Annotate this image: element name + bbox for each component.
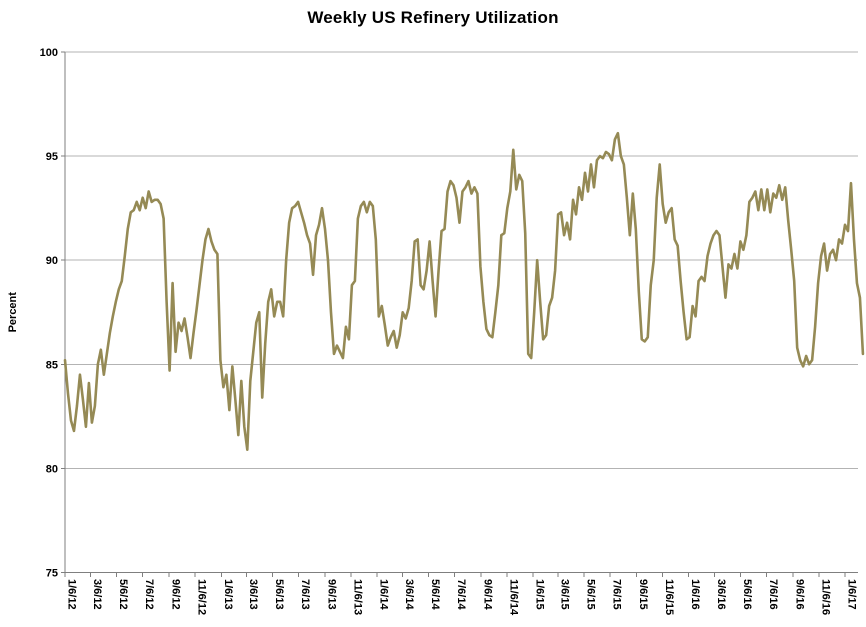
x-tick-label: 7/6/15: [611, 579, 623, 610]
x-tick-label: 5/6/15: [585, 579, 597, 610]
y-axis-title: Percent: [7, 292, 19, 333]
x-tick-label: 9/6/16: [793, 579, 805, 610]
x-tick-label: 9/6/14: [481, 579, 493, 610]
x-tick-label: 7/6/14: [455, 579, 467, 610]
y-tick-label: 100: [40, 47, 58, 59]
x-tick-label: 11/6/15: [663, 579, 675, 615]
x-tick-label: 5/6/14: [429, 579, 441, 610]
x-axis-labels: 1/6/12 3/6/12 5/6/12 7/6/12 9/6/12 11/6/12 1/6…: [64, 572, 858, 616]
x-tick-label: 1/6/14: [378, 579, 390, 610]
x-tick-label: 3/6/12: [91, 579, 103, 610]
x-tick-label: 5/6/16: [741, 579, 753, 610]
x-tick-label: 11/6/13: [352, 579, 364, 615]
x-tick-label: 1/6/16: [689, 579, 701, 610]
x-tick-label: 11/6/14: [507, 579, 519, 616]
x-tick-label: 1/6/12: [66, 579, 78, 610]
utilization-series-line: [63, 131, 865, 451]
x-tick-label: 3/6/14: [403, 579, 415, 610]
x-tick-label: 11/6/16: [819, 579, 831, 615]
y-tick-label: 75: [46, 568, 58, 580]
y-tick-label: 95: [46, 151, 58, 163]
x-tick-label: 11/6/12: [196, 579, 208, 615]
x-tick-label: 9/6/12: [170, 579, 182, 610]
y-axis-labels: 100 95 90 85 80 75: [40, 47, 58, 580]
x-tick-label: 9/6/15: [637, 579, 649, 610]
x-tick-label: 7/6/13: [299, 579, 311, 610]
x-tick-label: 1/6/15: [533, 579, 545, 610]
x-tick-label: 5/6/13: [273, 579, 285, 610]
y-tick-label: 85: [46, 359, 58, 371]
x-tick-label: 3/6/16: [715, 579, 727, 610]
x-tick-label: 1/6/17: [846, 579, 858, 610]
gridlines: [65, 51, 858, 469]
x-tick-label: 5/6/12: [117, 579, 129, 610]
y-tick-label: 90: [46, 255, 58, 267]
y-tick-label: 80: [46, 463, 58, 475]
x-tick-label: 7/6/16: [767, 579, 779, 610]
x-tick-label: 1/6/13: [222, 579, 234, 610]
x-tick-label: 7/6/12: [143, 579, 155, 610]
x-tick-label: 3/6/15: [559, 579, 571, 610]
chart-title: Weekly US Refinery Utilization: [307, 8, 559, 27]
x-tick-label: 9/6/13: [326, 579, 338, 610]
axes: [61, 51, 858, 573]
x-tick-label: 3/6/13: [247, 579, 259, 610]
